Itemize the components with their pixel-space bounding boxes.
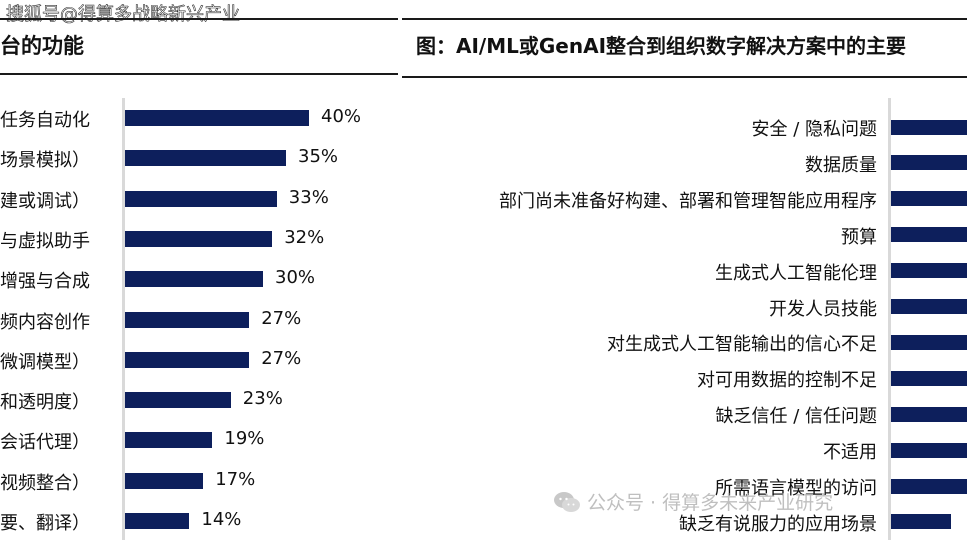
- left-category-label: 与虚拟助手: [0, 230, 90, 252]
- left-bar: [125, 311, 250, 328]
- left-value-label: 32%: [284, 226, 325, 248]
- right-bar: [891, 191, 967, 207]
- right-category-label: 缺乏有说服力的应用场景: [679, 513, 877, 535]
- left-chart-title: 台的功能: [0, 34, 84, 58]
- left-bar: [125, 190, 277, 207]
- right-chart-title: 图：AI/ML或GenAI整合到组织数字解决方案中的主要: [416, 34, 907, 58]
- left-value-label: 27%: [261, 347, 302, 369]
- right-category-label: 开发人员技能: [769, 298, 877, 320]
- right-bar: [891, 263, 967, 279]
- left-bar: [125, 513, 190, 529]
- right-category-label: 不适用: [823, 442, 877, 464]
- left-category-label: 建或调试）: [0, 190, 90, 212]
- left-value-label: 23%: [242, 388, 283, 410]
- right-category-label: 缺乏信任 / 信任问题: [715, 406, 877, 428]
- right-bar: [891, 119, 967, 135]
- right-bar: [891, 334, 967, 350]
- left-category-label: 增强与合成: [0, 271, 90, 293]
- right-category-label: 数据质量: [805, 154, 877, 176]
- left-bar: [125, 392, 231, 409]
- wechat-icon: [554, 491, 580, 512]
- left-bar: [125, 432, 213, 449]
- watermark-bottom-text: 公众号 · 得算多未来产业研究: [587, 492, 834, 514]
- left-category-label: 和透明度）: [0, 392, 90, 414]
- right-category-label: 对生成式人工智能输出的信心不足: [607, 334, 877, 356]
- right-category-label: 安全 / 隐私问题: [751, 119, 877, 140]
- left-bar: [125, 271, 263, 288]
- left-value-label: 30%: [275, 267, 316, 289]
- left-bar: [125, 351, 250, 368]
- left-value-label: 27%: [261, 307, 302, 329]
- left-bar: [125, 230, 273, 247]
- left-category-label: 场景模拟）: [0, 150, 90, 172]
- right-category-label: 所需语言模型的访问: [715, 478, 877, 499]
- right-category-label: 预算: [841, 226, 877, 248]
- left-category-label: 会话代理）: [0, 432, 90, 454]
- watermark-top: 搜狐号@得算多战略新兴产业: [6, 4, 241, 26]
- right-bar: [891, 155, 967, 171]
- left-category-label: 要、翻译）: [0, 513, 90, 534]
- watermark-bottom: 公众号 · 得算多未来产业研究: [553, 488, 833, 515]
- left-value-label: 35%: [298, 146, 339, 168]
- top-rule-right: [402, 18, 967, 20]
- right-bar: [891, 442, 967, 458]
- left-value-label: 17%: [215, 468, 256, 490]
- left-value-label: 14%: [201, 509, 242, 530]
- left-bar: [125, 472, 204, 489]
- right-bar: [891, 406, 967, 422]
- left-bar: [125, 150, 286, 167]
- right-bar: [891, 227, 967, 243]
- left-bar: [125, 110, 309, 126]
- right-bar: [891, 299, 967, 314]
- left-value-label: 33%: [288, 186, 329, 208]
- left-category-label: 微调模型）: [0, 351, 90, 373]
- right-bar: [891, 478, 967, 494]
- title-rule-right: [402, 76, 967, 78]
- left-axis-line: [122, 98, 125, 540]
- title-rule-left: [0, 73, 398, 75]
- left-value-label: 19%: [224, 428, 265, 450]
- right-category-label: 部门尚未准备好构建、部署和管理智能应用程序: [499, 190, 877, 212]
- right-category-label: 生成式人工智能伦理: [715, 262, 877, 284]
- left-category-label: 任务自动化: [0, 110, 90, 131]
- left-category-label: 视频整合）: [0, 472, 90, 494]
- right-axis-line: [888, 98, 891, 540]
- right-category-label: 对可用数据的控制不足: [697, 370, 877, 392]
- top-rule-left: [0, 18, 398, 20]
- left-category-label: 频内容创作: [0, 311, 90, 333]
- right-bar: [891, 514, 951, 530]
- left-value-label: 40%: [321, 106, 362, 127]
- right-bar: [891, 370, 967, 386]
